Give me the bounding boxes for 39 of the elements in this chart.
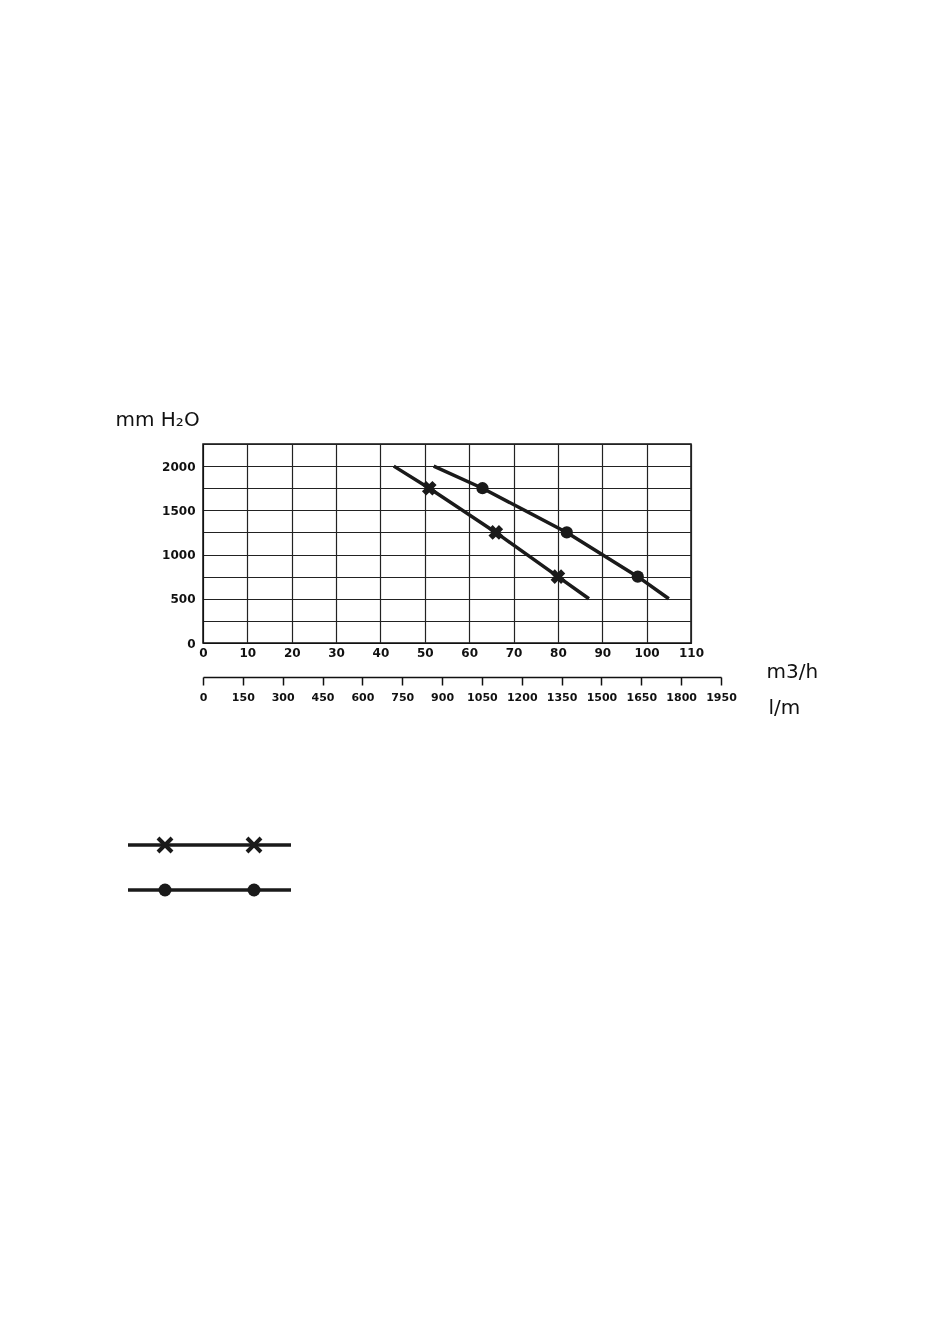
y-tick-label: 1000 — [162, 548, 196, 563]
point — [550, 569, 566, 585]
point — [476, 482, 489, 495]
x-tick-label: 70 — [505, 645, 523, 660]
y-axis-title: mm H₂O — [115, 406, 200, 431]
y-tick-label: 1500 — [162, 503, 196, 518]
x-tick-label: 100 — [634, 645, 660, 660]
x-tick-label: 80 — [550, 645, 567, 660]
x2-tick-label: 900 — [431, 690, 455, 704]
x-tick-label: 90 — [594, 645, 612, 660]
point — [488, 525, 504, 540]
x2-tick-label: 1200 — [506, 690, 538, 704]
x-tick-label: 40 — [372, 645, 390, 660]
x2-tick-label: 1950 — [706, 690, 738, 704]
point — [560, 526, 573, 539]
x2-tick-label: 1800 — [666, 690, 698, 704]
x2-tick-label: 450 — [311, 690, 335, 704]
y-tick-label: 500 — [170, 592, 196, 607]
x-tick-label: 20 — [283, 645, 301, 660]
point — [631, 570, 644, 583]
x-tick-label: 0 — [199, 645, 208, 660]
x2-axis-title: l/m — [768, 694, 801, 719]
x2-tick-label: 300 — [271, 690, 296, 704]
x-axis-title: m3/h — [766, 658, 819, 683]
x-tick-label: 110 — [678, 645, 705, 660]
point — [421, 480, 437, 496]
x2-tick-label: 1350 — [546, 690, 578, 704]
x2-tick-label: 600 — [351, 690, 375, 704]
x-tick-label: 30 — [328, 645, 345, 660]
x-tick-label: 50 — [416, 645, 434, 660]
x2-tick-label: 1500 — [586, 690, 618, 704]
x2-tick-label: 150 — [231, 690, 256, 704]
x2-tick-label: 1650 — [626, 690, 658, 704]
x-tick-label: 60 — [461, 645, 479, 660]
x2-tick-label: 0 — [199, 690, 208, 704]
y-tick-label: 2000 — [162, 459, 196, 474]
x2-tick-label: 1050 — [467, 690, 499, 704]
x2-tick-label: 750 — [391, 690, 415, 704]
x-tick-label: 10 — [239, 645, 257, 660]
